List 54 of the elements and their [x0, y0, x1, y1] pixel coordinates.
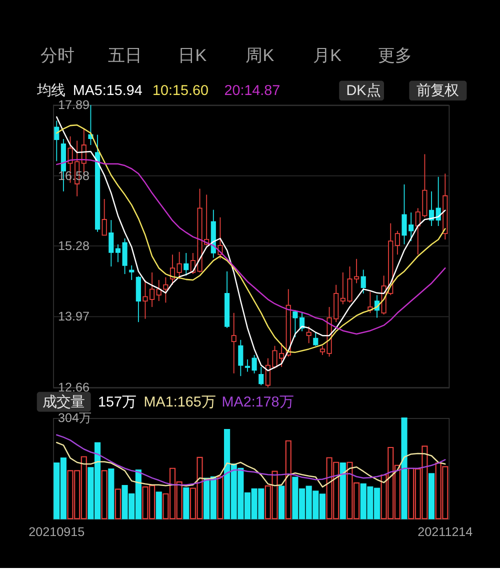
text: 10:15.60 [152, 83, 209, 100]
y-tick-label: 13.97 [58, 310, 90, 324]
y-tick-label: 15.28 [58, 239, 90, 254]
text: 前复权 [416, 83, 458, 100]
candlestick [258, 366, 264, 386]
text: MA2:178万 [222, 394, 294, 410]
candlestick [122, 238, 128, 274]
candlestick [108, 220, 114, 267]
text: 日K [178, 46, 208, 65]
candlestick [238, 339, 244, 377]
candlestick [252, 354, 257, 374]
legend-title: 均线 [36, 83, 65, 100]
candlestick [176, 251, 182, 280]
candlestick [170, 254, 176, 286]
candlestick [102, 198, 107, 236]
candlestick [54, 120, 60, 162]
candlestick [136, 276, 141, 323]
candlestick [320, 345, 326, 356]
text: DK点 [346, 83, 380, 100]
text: 分时 [40, 46, 75, 65]
text: 五日 [108, 46, 142, 65]
candlestick [313, 332, 318, 346]
bar [183, 487, 190, 520]
bar [401, 417, 408, 520]
text: MA1:165万 [144, 394, 216, 410]
text: 月K [313, 46, 342, 65]
x-tick-label: 20210915 [28, 525, 85, 540]
y-tick-label: 304万 [58, 411, 92, 426]
candlestick [360, 269, 366, 294]
bar [428, 473, 435, 520]
bar [108, 468, 114, 520]
text: 更多 [378, 46, 412, 65]
text: 周K [246, 46, 275, 65]
candlestick [244, 358, 250, 372]
bar [156, 492, 162, 520]
bar [278, 486, 285, 520]
bar [101, 470, 108, 520]
y-tick-label: 12.66 [58, 380, 90, 394]
text: 157万 [98, 394, 136, 410]
x-tick-label: 20211214 [418, 525, 473, 540]
bar [114, 488, 122, 520]
candlestick [129, 264, 134, 280]
series-label: MA5:15.94 [72, 83, 142, 100]
legend-title: 成交量 [42, 394, 84, 410]
candlestick [115, 244, 121, 263]
y-tick-label: 17.89 [58, 98, 90, 112]
candlestick [394, 230, 400, 256]
candlestick [184, 252, 189, 276]
text: 20:14.87 [224, 83, 280, 100]
bar [285, 440, 292, 520]
bar [217, 476, 224, 520]
candlestick [231, 312, 236, 374]
candlestick [306, 326, 312, 344]
bar [340, 462, 346, 520]
